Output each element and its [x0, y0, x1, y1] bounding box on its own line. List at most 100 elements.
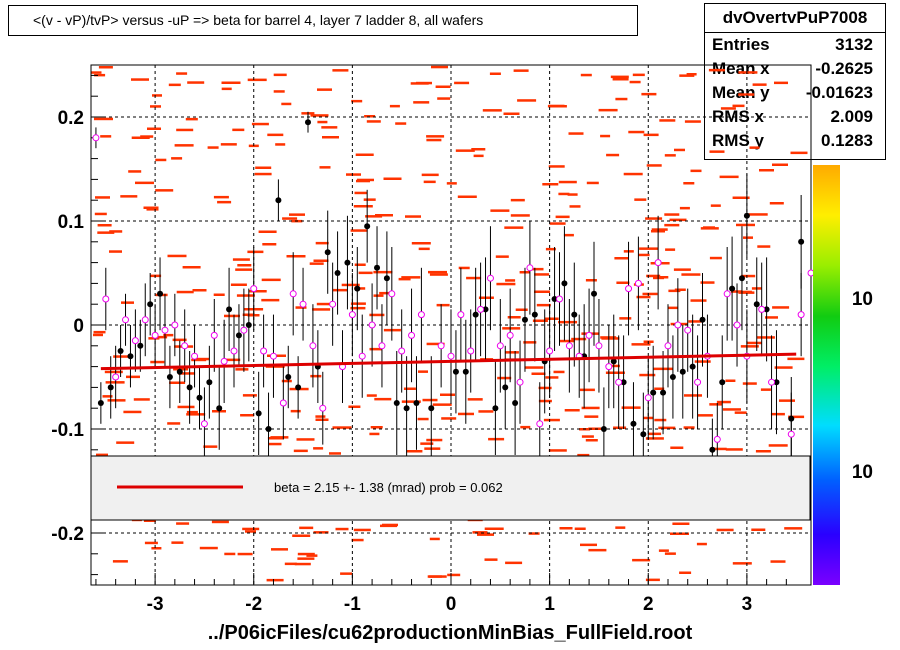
histogram-cell	[273, 73, 287, 77]
histogram-cell	[315, 241, 329, 245]
histogram-cell	[610, 75, 629, 79]
histogram-cell	[696, 542, 707, 546]
histogram-cell	[363, 198, 376, 201]
histogram-cell	[723, 408, 741, 411]
black-profile-point	[753, 301, 760, 308]
histogram-cell	[435, 85, 451, 88]
histogram-cell	[131, 78, 149, 81]
histogram-cell	[306, 554, 318, 557]
x-tick-label: 1	[544, 594, 555, 615]
histogram-cell	[496, 282, 516, 286]
histogram-cell	[167, 422, 181, 425]
histogram-cell	[668, 306, 679, 310]
histogram-cell	[674, 148, 685, 152]
black-profile-point	[738, 275, 745, 282]
histogram-cell	[730, 290, 742, 293]
black-profile-point	[324, 249, 331, 256]
histogram-cell	[383, 328, 401, 332]
histogram-cell	[296, 438, 315, 441]
histogram-cell	[411, 242, 431, 245]
histogram-cell	[548, 165, 565, 168]
magenta-profile-point	[506, 331, 514, 339]
histogram-cell	[131, 136, 150, 139]
stats-box: dvOvertvPuP7008 Entries 3132 Mean x -0.2…	[704, 3, 886, 160]
histogram-cell	[732, 104, 745, 108]
histogram-cell	[310, 374, 322, 378]
black-profile-point	[600, 426, 607, 432]
magenta-profile-point	[664, 342, 672, 350]
histogram-cell	[418, 247, 430, 251]
histogram-cell	[542, 183, 559, 186]
histogram-cell	[639, 247, 659, 250]
histogram-cell	[421, 173, 439, 177]
histogram-cell	[654, 418, 667, 422]
black-profile-point	[176, 368, 183, 375]
histogram-cell	[94, 117, 113, 121]
magenta-profile-point	[437, 342, 445, 350]
histogram-cell	[616, 281, 630, 284]
histogram-cell	[235, 268, 253, 271]
histogram-cell	[413, 101, 430, 104]
magenta-profile-point	[526, 264, 534, 272]
histogram-cell	[740, 345, 759, 348]
y-tick-label: 0	[73, 316, 84, 337]
histogram-cell	[579, 388, 595, 392]
histogram-cell	[321, 126, 338, 129]
histogram-cell	[538, 399, 552, 403]
magenta-profile-point	[768, 378, 776, 386]
histogram-cell	[398, 277, 411, 281]
histogram-cell	[112, 560, 128, 563]
histogram-cell	[440, 393, 455, 396]
histogram-cell	[275, 143, 286, 146]
histogram-cell	[351, 538, 364, 542]
magenta-profile-point	[723, 290, 731, 298]
histogram-cell	[770, 412, 785, 416]
magenta-profile-point	[477, 305, 485, 313]
histogram-cell	[703, 226, 715, 229]
magenta-profile-point	[112, 373, 120, 381]
histogram-cell	[548, 104, 565, 108]
histogram-cell	[126, 375, 140, 379]
histogram-cell	[472, 531, 488, 534]
histogram-cell	[358, 271, 373, 275]
histogram-cell	[769, 202, 784, 205]
histogram-cell	[230, 283, 247, 286]
histogram-cell	[220, 143, 237, 146]
histogram-cell	[410, 82, 429, 85]
histogram-cell	[659, 119, 676, 122]
histogram-cell	[628, 130, 645, 134]
black-profile-point	[773, 379, 780, 386]
histogram-cell	[588, 548, 607, 552]
black-profile-point	[157, 290, 164, 297]
histogram-cell	[235, 368, 249, 371]
histogram-cell	[102, 395, 113, 398]
histogram-cell	[146, 208, 159, 211]
histogram-cell	[757, 245, 771, 248]
histogram-cell	[669, 218, 687, 222]
histogram-cell	[751, 528, 766, 531]
black-profile-point	[354, 285, 361, 292]
magenta-profile-point	[595, 342, 603, 350]
black-profile-point	[245, 322, 252, 328]
histogram-cell	[446, 182, 457, 185]
histogram-cell	[191, 358, 207, 362]
histogram-cell	[350, 229, 368, 232]
histogram-cell	[369, 347, 382, 351]
histogram-cell	[317, 88, 332, 91]
histogram-cell	[428, 575, 442, 578]
histogram-cell	[91, 71, 102, 74]
histogram-cell	[571, 337, 587, 341]
histogram-cell	[532, 319, 548, 322]
histogram-cell	[104, 370, 123, 374]
black-profile-point	[763, 306, 770, 313]
magenta-profile-point	[141, 316, 149, 324]
histogram-cell	[742, 382, 757, 385]
histogram-cell	[558, 192, 570, 196]
histogram-cell	[420, 442, 434, 445]
histogram-cell	[658, 426, 676, 430]
histogram-cell	[477, 533, 494, 536]
magenta-profile-point	[240, 326, 248, 334]
black-profile-point	[295, 384, 302, 391]
histogram-cell	[247, 250, 264, 254]
histogram-cell	[297, 557, 315, 560]
